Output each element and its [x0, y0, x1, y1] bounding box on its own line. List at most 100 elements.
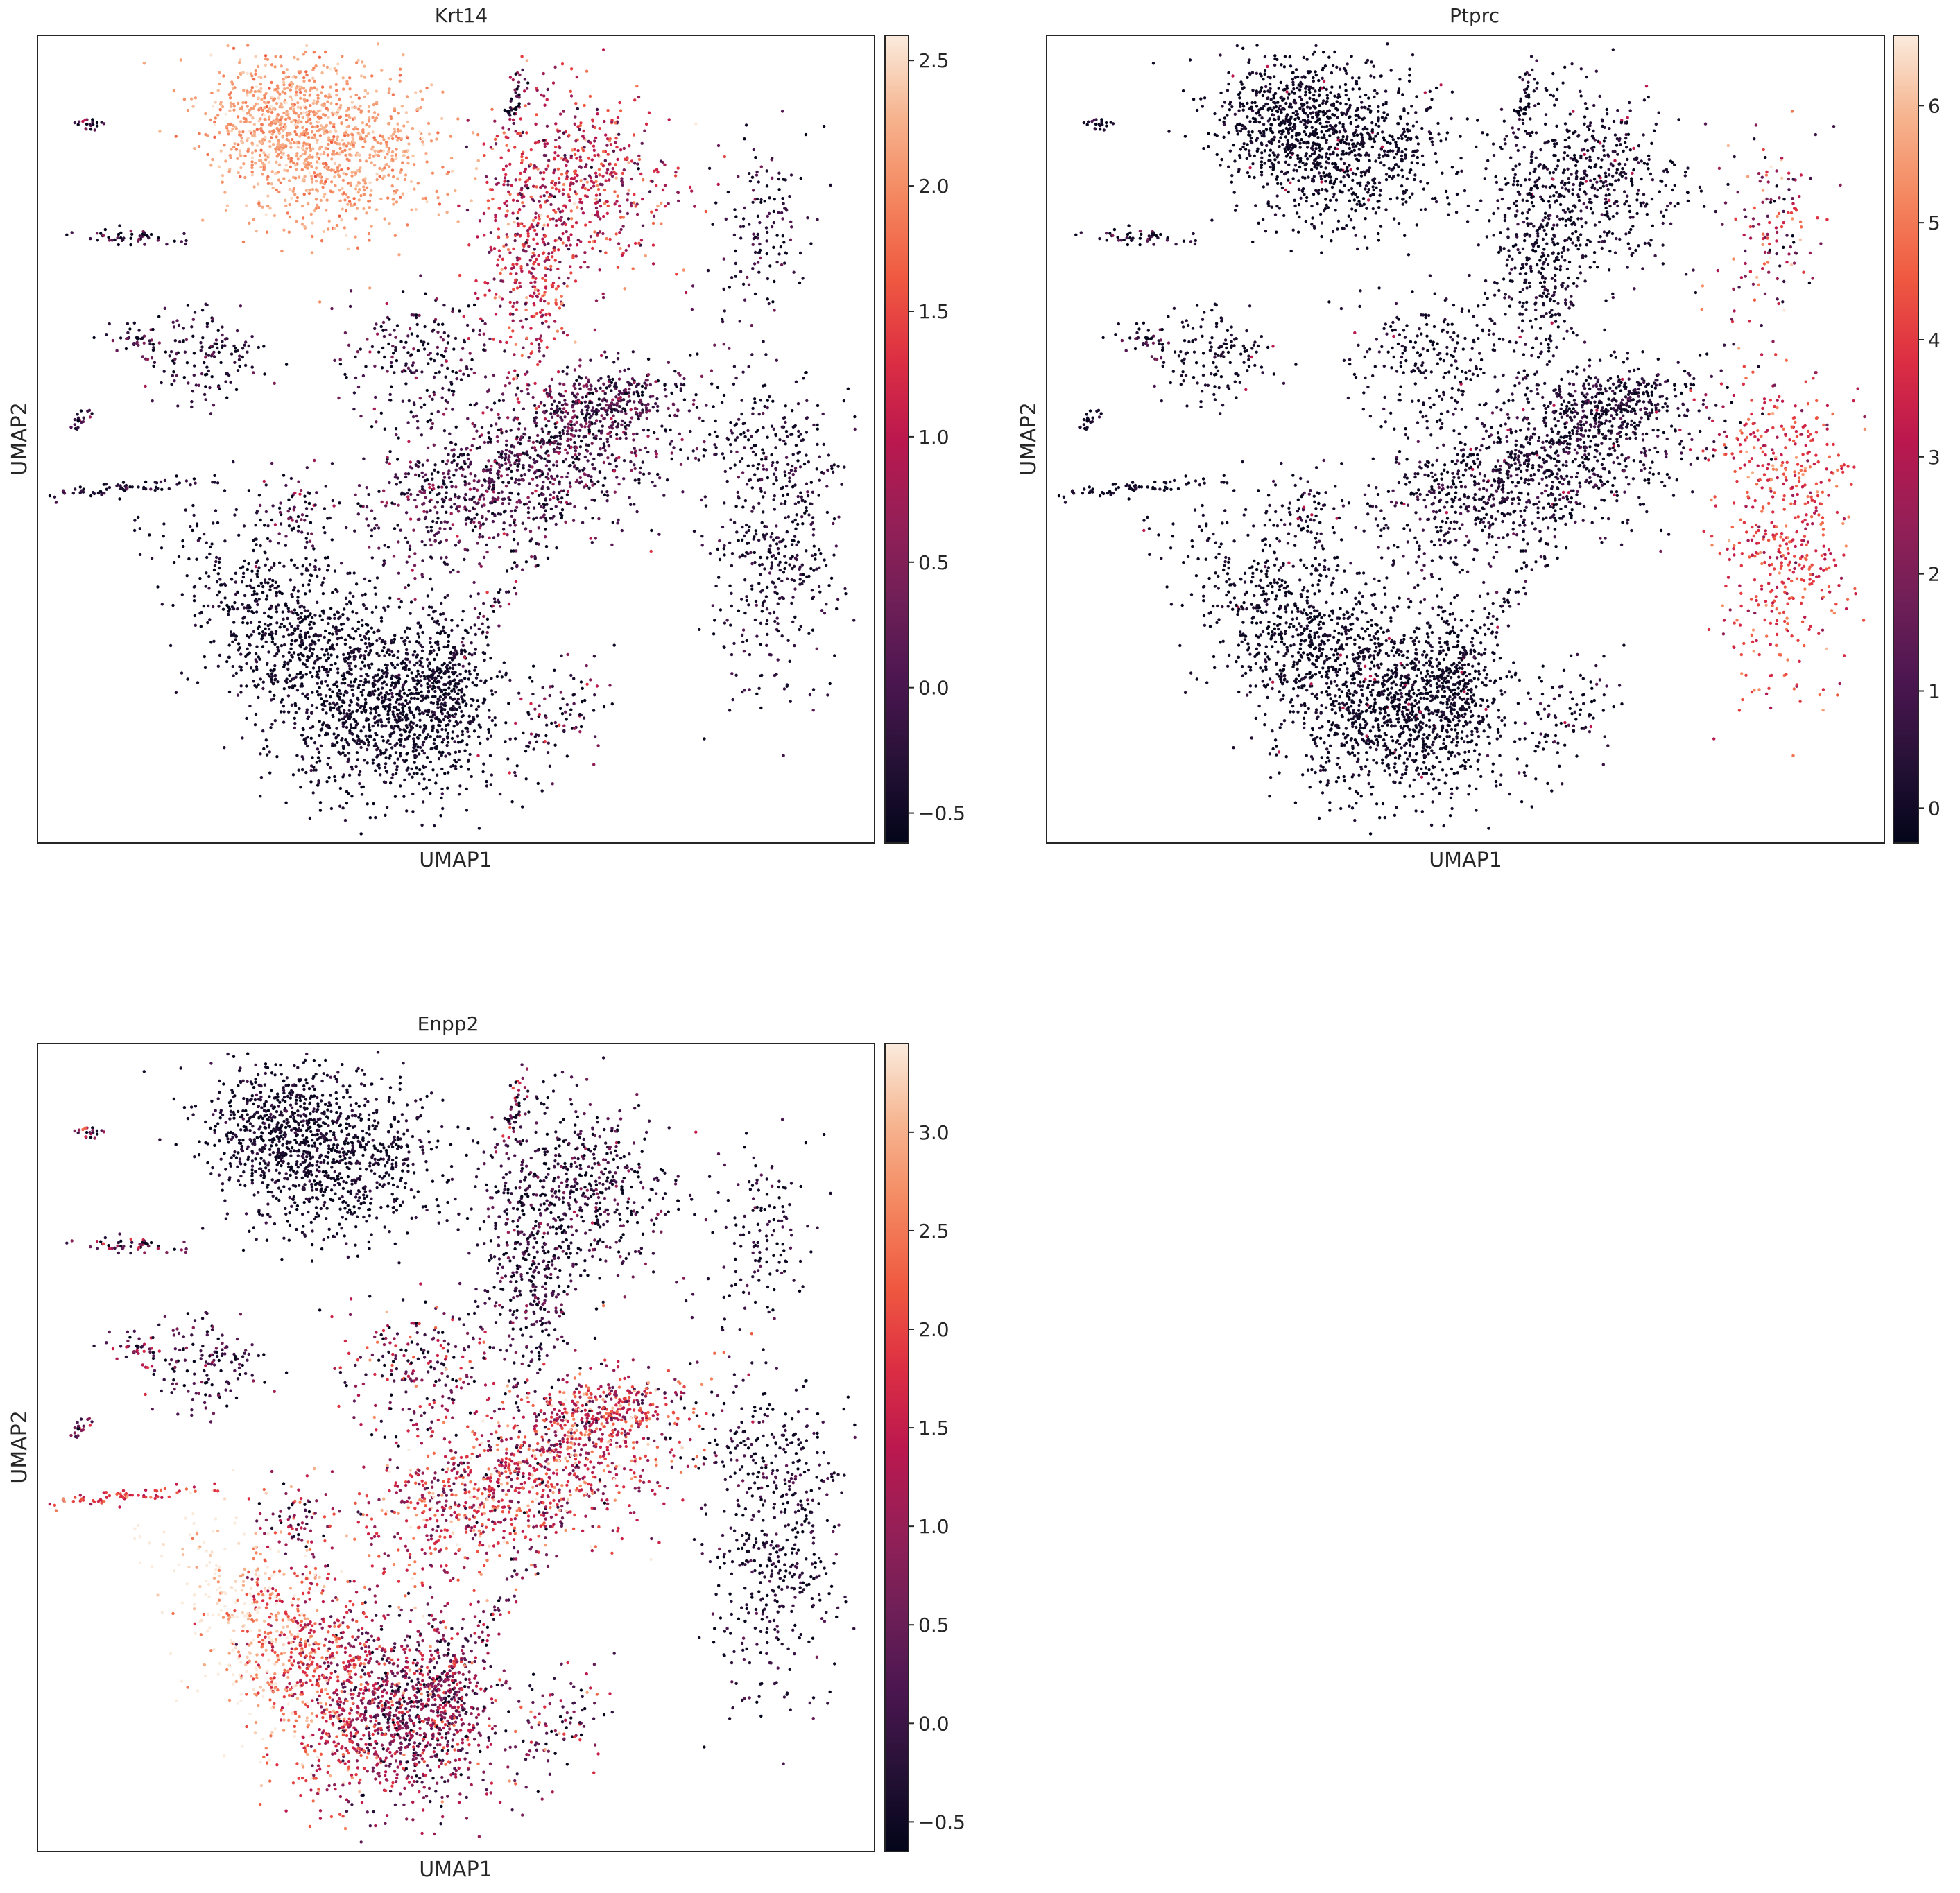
cell-point — [656, 404, 660, 408]
cell-point — [417, 691, 420, 695]
cell-point — [333, 162, 336, 166]
cell-point — [374, 732, 377, 735]
cell-point — [261, 138, 264, 141]
cell-point — [630, 159, 634, 163]
cell-point — [393, 795, 397, 799]
cell-point — [291, 105, 295, 108]
cell-point — [608, 406, 612, 409]
cell-point — [645, 417, 648, 420]
cell-point — [388, 222, 391, 225]
cell-point — [446, 711, 449, 715]
cell-point — [248, 114, 252, 117]
cell-point — [421, 559, 424, 562]
cell-point — [384, 813, 387, 818]
cell-point — [637, 154, 641, 157]
cell-point — [299, 70, 302, 74]
cell-point — [552, 171, 556, 175]
cell-point — [359, 729, 363, 733]
cell-point — [567, 239, 571, 242]
cell-point — [541, 237, 544, 241]
cell-point — [552, 337, 556, 340]
cell-point — [390, 650, 394, 654]
cell-point — [592, 148, 596, 152]
cell-point — [560, 223, 565, 226]
cell-point — [242, 606, 246, 610]
cell-point — [615, 476, 619, 479]
cell-point — [230, 80, 234, 84]
cell-point — [422, 489, 427, 492]
cell-point — [605, 236, 608, 241]
cell-point — [614, 141, 617, 144]
cell-point — [594, 299, 599, 302]
cell-point — [489, 783, 492, 786]
scatter-points — [48, 42, 857, 836]
cell-point — [571, 460, 575, 465]
cell-point — [239, 668, 243, 672]
cell-point — [309, 764, 313, 768]
cell-point — [312, 67, 316, 70]
cell-point — [294, 164, 298, 167]
cell-point — [404, 586, 407, 589]
cell-point — [498, 792, 502, 796]
cell-point — [278, 625, 282, 629]
cell-point — [301, 116, 304, 119]
cell-point — [536, 433, 540, 438]
cell-point — [429, 760, 432, 764]
cell-point — [558, 306, 562, 310]
cell-point — [256, 575, 259, 578]
cell-point — [299, 652, 302, 655]
cell-point — [519, 438, 522, 442]
cell-point — [331, 632, 334, 636]
cell-point — [263, 622, 267, 626]
cell-point — [357, 96, 361, 100]
cell-point — [603, 202, 607, 205]
cell-point — [482, 142, 485, 146]
cell-point — [488, 437, 492, 441]
cell-point — [248, 605, 252, 610]
cell-point — [544, 279, 547, 282]
cell-point — [443, 708, 447, 711]
cell-point — [288, 179, 291, 182]
cell-point — [247, 147, 250, 150]
cell-point — [361, 688, 365, 692]
cell-point — [619, 395, 622, 399]
cell-point — [616, 157, 619, 162]
cell-point — [576, 125, 580, 128]
cell-point — [345, 725, 349, 729]
cell-point — [239, 71, 242, 76]
cell-point — [270, 111, 274, 114]
cell-point — [234, 580, 237, 584]
cell-point — [336, 671, 340, 675]
cell-point — [255, 665, 259, 668]
cell-point — [344, 738, 347, 742]
cell-point — [422, 675, 426, 678]
cell-point — [667, 118, 671, 121]
cell-point — [513, 518, 517, 521]
cell-point — [390, 681, 395, 684]
cell-point — [299, 629, 302, 633]
cell-point — [433, 468, 436, 472]
cell-point — [474, 279, 478, 283]
cell-point — [585, 163, 588, 166]
cell-point — [367, 493, 370, 496]
cell-point — [647, 472, 651, 475]
cell-point — [273, 654, 277, 658]
cell-point — [311, 110, 316, 114]
cell-point — [390, 695, 394, 699]
cell-point — [363, 64, 366, 68]
cell-point — [497, 416, 501, 420]
cell-point — [291, 83, 295, 86]
cell-point — [488, 536, 491, 539]
cell-point — [309, 647, 312, 650]
cell-point — [263, 550, 266, 553]
cell-point — [348, 646, 352, 650]
cell-point — [295, 154, 298, 158]
cell-point — [280, 249, 284, 253]
cell-point — [282, 111, 286, 115]
cell-point — [372, 103, 376, 107]
cell-point — [241, 565, 245, 569]
cell-point — [544, 528, 547, 531]
cell-point — [353, 127, 356, 130]
cell-point — [425, 86, 429, 90]
cell-point — [506, 481, 510, 485]
